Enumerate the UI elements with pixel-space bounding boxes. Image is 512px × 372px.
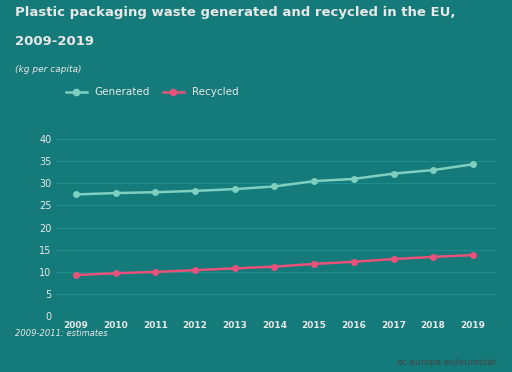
Text: ec.europa.eu/eurostat: ec.europa.eu/eurostat [396,358,497,367]
Text: 2009-2011: estimates: 2009-2011: estimates [15,329,108,338]
Legend: Generated, Recycled: Generated, Recycled [61,83,243,102]
Text: Plastic packaging waste generated and recycled in the EU,: Plastic packaging waste generated and re… [15,6,456,19]
Text: 2009-2019: 2009-2019 [15,35,94,48]
Text: (kg per capita): (kg per capita) [15,65,82,74]
